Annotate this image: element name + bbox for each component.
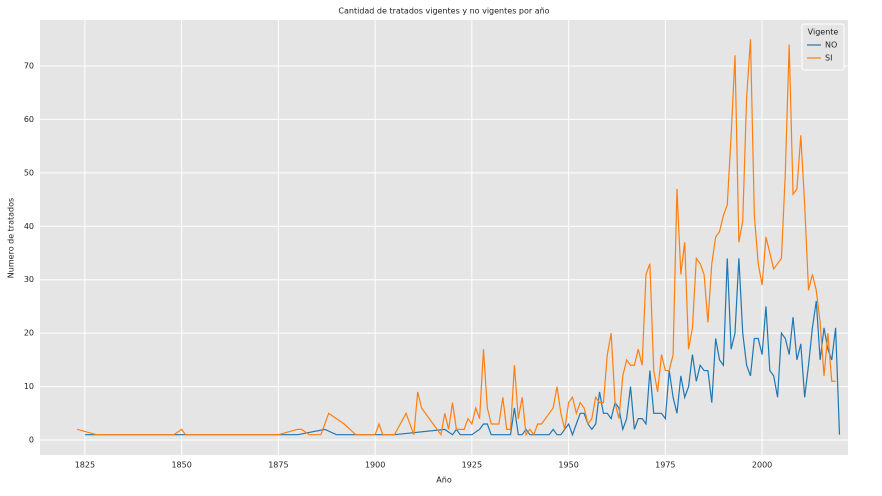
x-tick-label: 1850 <box>171 461 191 470</box>
y-tick-label: 20 <box>24 329 34 338</box>
legend-title: Vigente <box>808 28 839 37</box>
x-axis-label: Año <box>436 476 452 485</box>
x-tick-label: 1875 <box>268 461 288 470</box>
legend: Vigente NO SI <box>801 23 845 71</box>
y-tick-label: 40 <box>24 222 34 231</box>
chart-title: Cantidad de tratados vigentes y no vigen… <box>338 7 549 16</box>
x-tick-label: 1900 <box>365 461 385 470</box>
x-tick-label: 1975 <box>655 461 675 470</box>
x-tick-label: 1825 <box>75 461 95 470</box>
series-line <box>84 258 841 437</box>
y-tick-label: 50 <box>24 168 34 177</box>
y-tick-label: 30 <box>24 275 34 284</box>
x-tick-label: 2000 <box>752 461 772 470</box>
legend-label: NO <box>825 41 837 50</box>
series-line <box>76 39 836 437</box>
y-tick-label: 70 <box>24 61 34 70</box>
x-tick-label: 1950 <box>558 461 578 470</box>
y-axis-label: Numero de tratados <box>7 198 16 278</box>
y-tick-label: 0 <box>29 436 34 445</box>
x-tick-label: 1925 <box>462 461 482 470</box>
y-tick-label: 10 <box>24 382 34 391</box>
plot-area <box>40 20 848 455</box>
y-tick-label: 60 <box>24 115 34 124</box>
legend-label: SI <box>825 54 832 63</box>
